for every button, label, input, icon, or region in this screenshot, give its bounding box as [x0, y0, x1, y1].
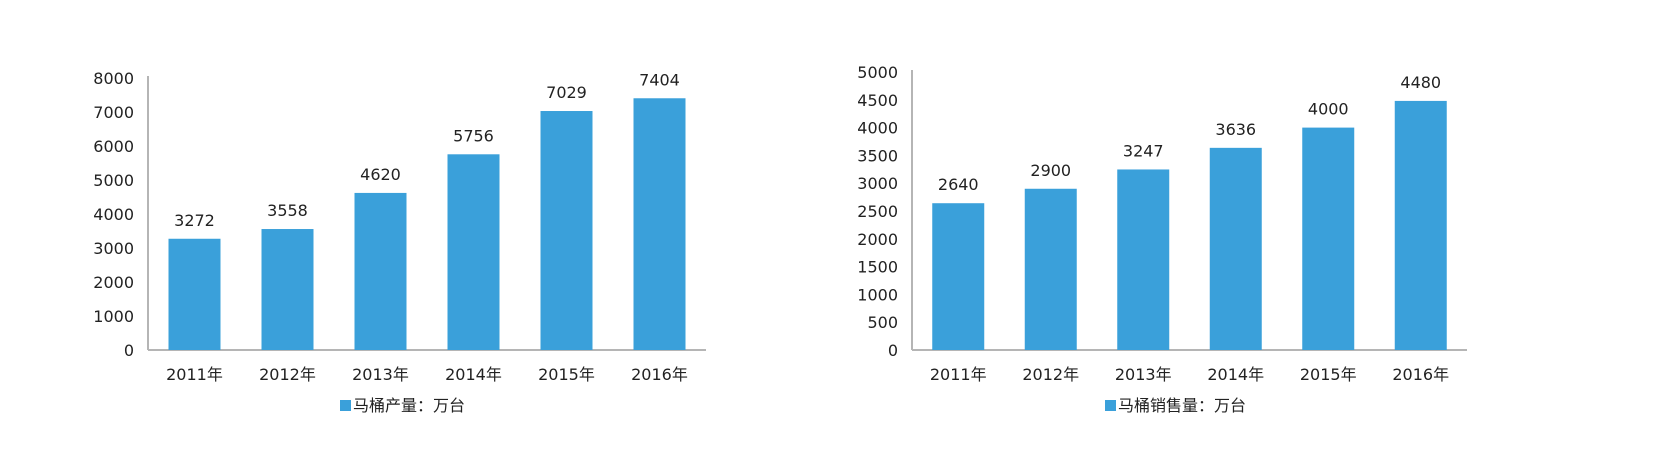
data-label: 3636 [1215, 120, 1256, 139]
y-tick-label: 5000 [93, 171, 134, 190]
y-tick-label: 4000 [857, 119, 898, 138]
data-label: 2900 [1030, 161, 1071, 180]
data-label: 7029 [546, 83, 587, 102]
data-label: 3247 [1123, 141, 1164, 160]
y-tick-label: 1000 [93, 307, 134, 326]
x-tick-label: 2013年 [1115, 365, 1172, 384]
x-tick-label: 2012年 [259, 365, 316, 384]
y-tick-label: 8000 [93, 69, 134, 88]
y-tick-label: 5000 [857, 63, 898, 82]
y-tick-label: 6000 [93, 137, 134, 156]
data-label: 3558 [267, 201, 308, 220]
bar [1024, 188, 1077, 350]
y-tick-label: 2000 [857, 230, 898, 249]
legend-label: 马桶销售量：万台 [1118, 396, 1246, 415]
bar [447, 154, 500, 350]
chart-2: 0 500 1000 1500 2000 2500 3000 3500 4000 4500 5000… [857, 63, 1467, 415]
legend-swatch [1105, 400, 1116, 411]
y-tick-label: 4500 [857, 91, 898, 110]
x-tick-label: 2011年 [166, 365, 223, 384]
data-label: 2640 [938, 175, 979, 194]
bar [1117, 169, 1170, 350]
y-tick-label: 3000 [857, 174, 898, 193]
y-tick-label: 0 [124, 341, 134, 360]
y-tick-label: 0 [888, 341, 898, 360]
x-tick-label: 2014年 [445, 365, 502, 384]
y-tick-label: 1000 [857, 285, 898, 304]
y-tick-label: 4000 [93, 205, 134, 224]
x-tick-label: 2016年 [1392, 365, 1449, 384]
legend: 马桶产量：万台 [340, 396, 465, 415]
x-tick-label: 2014年 [1207, 365, 1264, 384]
x-tick-label: 2016年 [631, 365, 688, 384]
y-tick-label: 3000 [93, 239, 134, 258]
legend: 马桶销售量：万台 [1105, 396, 1246, 415]
y-tick-label: 1500 [857, 258, 898, 277]
legend-label: 马桶产量：万台 [353, 396, 465, 415]
bar [1394, 100, 1447, 350]
bar [168, 238, 221, 350]
bar [1302, 127, 1355, 350]
y-tick-label: 7000 [93, 103, 134, 122]
bar [633, 98, 686, 350]
data-label: 7404 [639, 70, 680, 89]
x-tick-label: 2015年 [1300, 365, 1357, 384]
legend-swatch [340, 400, 351, 411]
x-tick-label: 2012年 [1022, 365, 1079, 384]
y-tick-label: 2500 [857, 202, 898, 221]
x-tick-label: 2013年 [352, 365, 409, 384]
y-tick-label: 2000 [93, 273, 134, 292]
bar [932, 203, 985, 350]
bar [540, 111, 593, 350]
data-label: 4620 [360, 165, 401, 184]
data-label: 5756 [453, 126, 494, 145]
y-tick-label: 500 [867, 313, 898, 332]
chart-1: 0 1000 2000 3000 4000 5000 6000 7000 8000 3272 201… [93, 69, 706, 415]
bar [261, 229, 314, 350]
data-label: 3272 [174, 211, 215, 230]
bar [1209, 147, 1262, 350]
data-label: 4000 [1308, 100, 1349, 119]
bar [354, 192, 407, 350]
y-tick-label: 3500 [857, 146, 898, 165]
x-tick-label: 2015年 [538, 365, 595, 384]
data-label: 4480 [1400, 73, 1441, 92]
x-tick-label: 2011年 [930, 365, 987, 384]
